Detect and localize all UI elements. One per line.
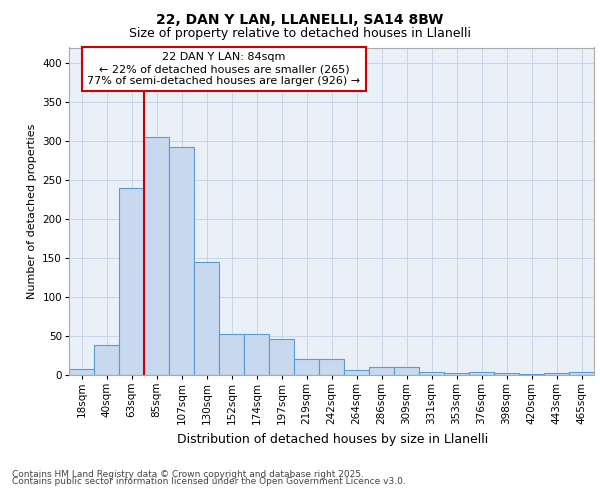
Bar <box>419 372 444 375</box>
Bar <box>444 374 469 375</box>
Bar <box>469 372 494 375</box>
Text: Contains HM Land Registry data © Crown copyright and database right 2025.: Contains HM Land Registry data © Crown c… <box>12 470 364 479</box>
Bar <box>519 374 544 375</box>
Y-axis label: Number of detached properties: Number of detached properties <box>27 124 37 299</box>
Bar <box>394 367 419 375</box>
Text: 22, DAN Y LAN, LLANELLI, SA14 8BW: 22, DAN Y LAN, LLANELLI, SA14 8BW <box>157 12 443 26</box>
Bar <box>69 369 94 375</box>
Bar <box>194 262 219 375</box>
Bar <box>144 137 169 375</box>
Bar <box>244 334 269 375</box>
Bar <box>369 367 394 375</box>
Text: 22 DAN Y LAN: 84sqm
← 22% of detached houses are smaller (265)
77% of semi-detac: 22 DAN Y LAN: 84sqm ← 22% of detached ho… <box>88 52 361 86</box>
Bar <box>494 374 519 375</box>
Bar <box>219 334 244 375</box>
Bar <box>169 148 194 375</box>
Text: Contains public sector information licensed under the Open Government Licence v3: Contains public sector information licen… <box>12 478 406 486</box>
Bar <box>269 339 294 375</box>
Text: Size of property relative to detached houses in Llanelli: Size of property relative to detached ho… <box>129 28 471 40</box>
Bar <box>344 370 369 375</box>
Bar <box>319 360 344 375</box>
Text: Distribution of detached houses by size in Llanelli: Distribution of detached houses by size … <box>178 432 488 446</box>
Bar <box>544 374 569 375</box>
Bar <box>119 188 144 375</box>
Bar <box>294 360 319 375</box>
Bar <box>569 372 594 375</box>
Bar <box>94 346 119 375</box>
